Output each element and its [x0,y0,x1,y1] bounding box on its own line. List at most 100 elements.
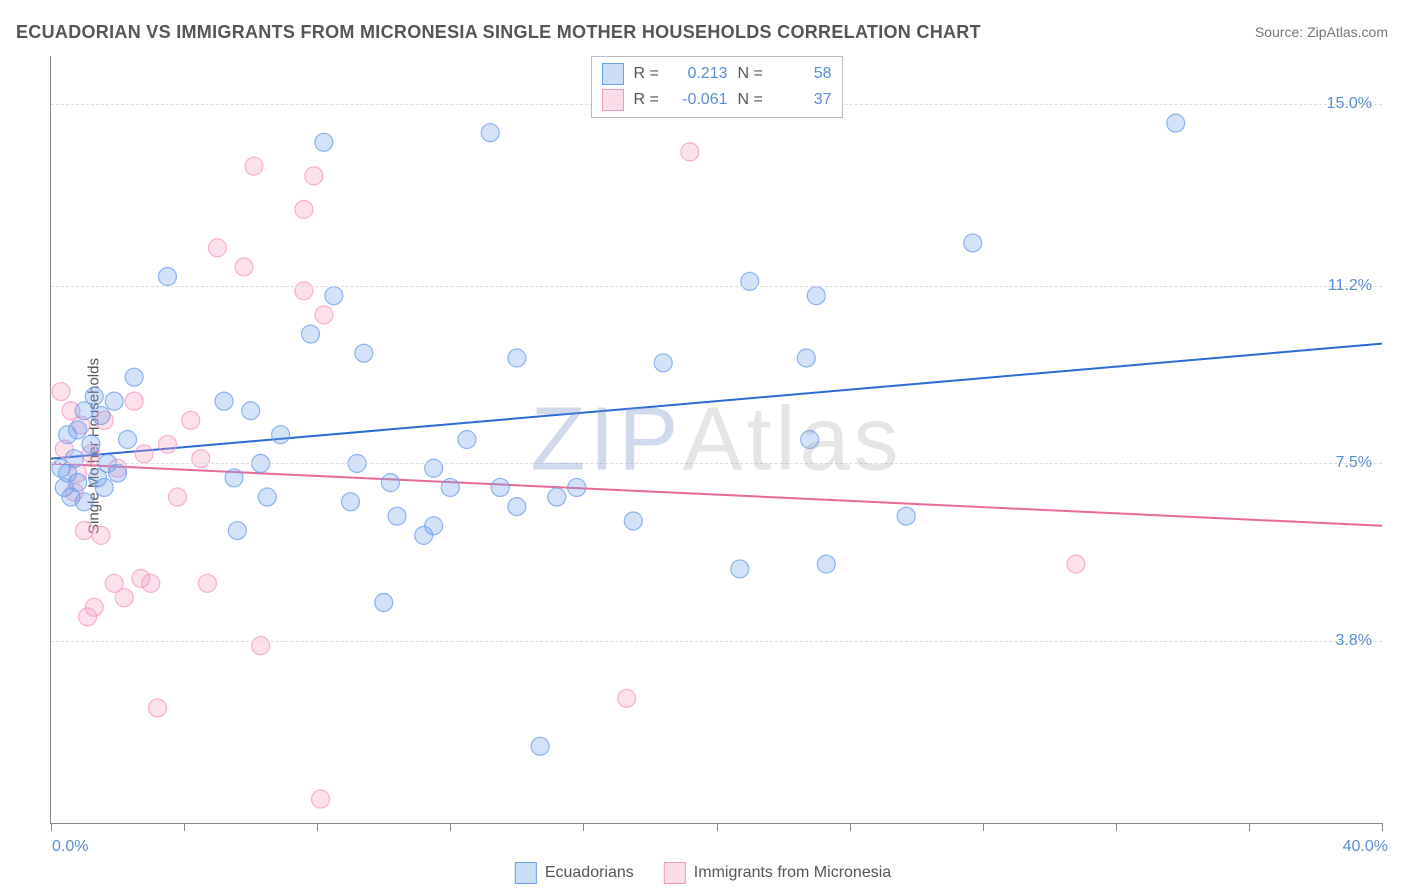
data-point [654,354,672,372]
data-point [119,431,137,449]
x-tick [317,823,318,831]
data-point [388,507,406,525]
legend-series-name: Immigrants from Micronesia [694,864,891,882]
data-point [168,488,186,506]
legend-swatch-pink [602,89,624,111]
gridline [51,641,1382,642]
x-tick [1249,823,1250,831]
data-point [568,478,586,496]
data-point [182,411,200,429]
data-point [548,488,566,506]
chart-container: ECUADORIAN VS IMMIGRANTS FROM MICRONESIA… [0,0,1406,892]
data-point [92,526,110,544]
plot-svg [51,56,1382,823]
x-tick [583,823,584,831]
data-point [215,392,233,410]
x-axis-max-label: 40.0% [1343,838,1388,856]
data-point [355,344,373,362]
data-point [295,282,313,300]
data-point [741,272,759,290]
data-point [245,157,263,175]
data-point [302,325,320,343]
data-point [897,507,915,525]
data-point [375,593,393,611]
data-point [341,493,359,511]
data-point [225,469,243,487]
data-point [65,450,83,468]
data-point [135,445,153,463]
x-tick [717,823,718,831]
legend-n-label: N = [738,91,766,109]
correlation-legend: R = 0.213 N = 58 R = -0.061 N = 37 [591,56,843,118]
data-point [75,493,93,511]
data-point [312,790,330,808]
data-point [305,167,323,185]
data-point [624,512,642,530]
legend-n-value: 58 [776,65,832,83]
data-point [731,560,749,578]
legend-r-value: 0.213 [672,65,728,83]
data-point [425,459,443,477]
data-point [964,234,982,252]
data-point [115,589,133,607]
data-point [85,387,103,405]
legend-n-label: N = [738,65,766,83]
y-tick-label: 15.0% [1327,95,1372,113]
data-point [681,143,699,161]
data-point [315,306,333,324]
data-point [228,522,246,540]
x-tick [184,823,185,831]
legend-swatch-blue [515,862,537,884]
data-point [381,474,399,492]
data-point [481,124,499,142]
data-point [158,435,176,453]
data-point [95,478,113,496]
data-point [148,699,166,717]
data-point [125,368,143,386]
data-point [198,574,216,592]
data-point [272,426,290,444]
x-tick [983,823,984,831]
data-point [82,435,100,453]
data-point [807,287,825,305]
x-tick [1382,823,1383,831]
source-label: Source: ZipAtlas.com [1255,24,1388,40]
data-point [508,498,526,516]
data-point [192,450,210,468]
data-point [1067,555,1085,573]
legend-series-name: Ecuadorians [545,864,634,882]
data-point [252,637,270,655]
data-point [158,268,176,286]
data-point [242,402,260,420]
y-tick-label: 7.5% [1336,454,1372,472]
data-point [508,349,526,367]
data-point [109,464,127,482]
legend-swatch-pink [664,862,686,884]
y-tick-label: 3.8% [1336,632,1372,650]
data-point [125,392,143,410]
data-point [69,474,87,492]
legend-swatch-blue [602,63,624,85]
x-tick [850,823,851,831]
data-point [69,421,87,439]
legend-r-label: R = [634,91,662,109]
gridline [51,463,1382,464]
legend-item: Immigrants from Micronesia [664,862,891,884]
data-point [295,200,313,218]
legend-r-label: R = [634,65,662,83]
data-point [441,478,459,496]
data-point [1167,114,1185,132]
data-point [105,392,123,410]
legend-row: R = -0.061 N = 37 [602,87,832,113]
x-tick [450,823,451,831]
legend-item: Ecuadorians [515,862,634,884]
data-point [235,258,253,276]
data-point [315,133,333,151]
x-tick [1116,823,1117,831]
data-point [85,598,103,616]
legend-row: R = 0.213 N = 58 [602,61,832,87]
data-point [92,407,110,425]
data-point [75,522,93,540]
series-legend: Ecuadorians Immigrants from Micronesia [515,862,891,884]
y-tick-label: 11.2% [1328,277,1372,295]
